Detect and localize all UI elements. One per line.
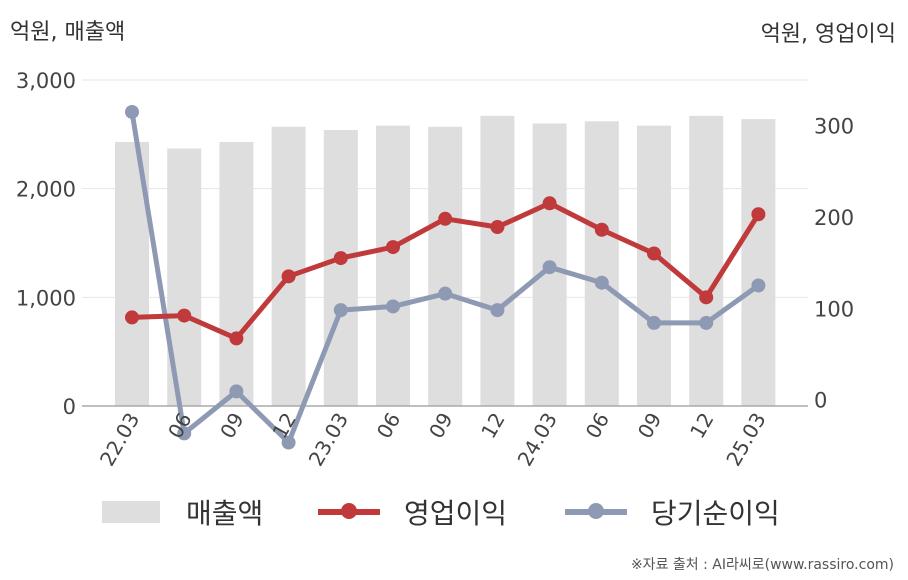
left-tick-label: 1,000 (16, 286, 76, 310)
right-tick-label: 0 (814, 389, 827, 413)
x-tick-label: 09 (633, 409, 667, 443)
revenue-bar (480, 115, 515, 407)
series-point (699, 290, 714, 305)
revenue-bar (428, 126, 463, 406)
revenue-bar (376, 125, 410, 406)
right-axis-unit-label: 억원, 영업이익 (760, 22, 896, 47)
x-tick-label: 12 (267, 409, 301, 443)
series-point (386, 240, 400, 255)
x-tick-label: 23.03 (304, 409, 353, 471)
left-axis-unit-label: 억원, 매출액 (10, 20, 126, 45)
series-point (699, 315, 714, 330)
revenue-bar (219, 141, 254, 406)
x-tick-label: 06 (581, 409, 615, 443)
legend-item-net-income: 당기순이익 (565, 492, 780, 532)
revenue-bar (689, 115, 724, 407)
series-point (594, 222, 609, 237)
series-point (751, 207, 766, 222)
profit-lines (125, 104, 766, 450)
series-point (125, 310, 139, 325)
series-point (386, 299, 400, 314)
series-point (229, 331, 244, 346)
legend-swatch-operating-profit (318, 503, 380, 519)
legend-swatch-net-income (565, 503, 627, 519)
series-point (438, 211, 453, 226)
revenue-bar (741, 119, 776, 407)
series-point (490, 303, 505, 318)
series-point (125, 104, 139, 119)
series-point (333, 251, 348, 266)
series-point (177, 308, 192, 323)
series-point (490, 220, 505, 235)
legend-label-net-income: 당기순이익 (651, 497, 780, 530)
left-tick-label: 3,000 (16, 69, 76, 93)
revenue-bars (115, 115, 776, 407)
legend-swatch-revenue (102, 501, 160, 523)
right-tick-label: 300 (814, 115, 854, 139)
series-point (438, 286, 453, 301)
x-tick-label: 25.03 (721, 409, 770, 471)
series-point (229, 384, 244, 399)
revenue-bar (323, 129, 358, 406)
x-tick-label: 09 (424, 409, 458, 443)
revenue-bar (271, 126, 306, 406)
legend-label-operating-profit: 영업이익 (404, 497, 508, 530)
legend-label-revenue: 매출액 (186, 497, 264, 530)
series-point (542, 196, 557, 211)
x-tick-label: 22.03 (95, 409, 144, 471)
series-point (594, 275, 609, 290)
x-tick-label: 12 (685, 409, 719, 443)
series-point (333, 303, 348, 318)
x-tick-label: 24.03 (513, 409, 562, 471)
legend-item-revenue: 매출액 (102, 492, 263, 532)
right-tick-label: 100 (814, 297, 854, 321)
series-point (281, 269, 296, 284)
series-point (281, 435, 296, 450)
series-point (177, 426, 192, 441)
x-tick-label: 06 (163, 409, 197, 443)
x-tick-label: 09 (215, 409, 249, 443)
source-credit: ※자료 출처 : AI라씨로(www.rassiro.com) (630, 557, 894, 573)
x-tick-label: 12 (476, 409, 510, 443)
series-point (647, 246, 661, 261)
series-point (647, 315, 661, 330)
right-tick-label: 200 (814, 206, 854, 230)
series-point (751, 278, 766, 293)
left-tick-label: 0 (63, 395, 76, 419)
left-tick-label: 2,000 (16, 178, 76, 202)
x-tick-label: 06 (372, 409, 406, 443)
series-point (542, 260, 557, 275)
revenue-bar (584, 121, 619, 406)
legend-item-operating-profit: 영업이익 (318, 492, 507, 532)
